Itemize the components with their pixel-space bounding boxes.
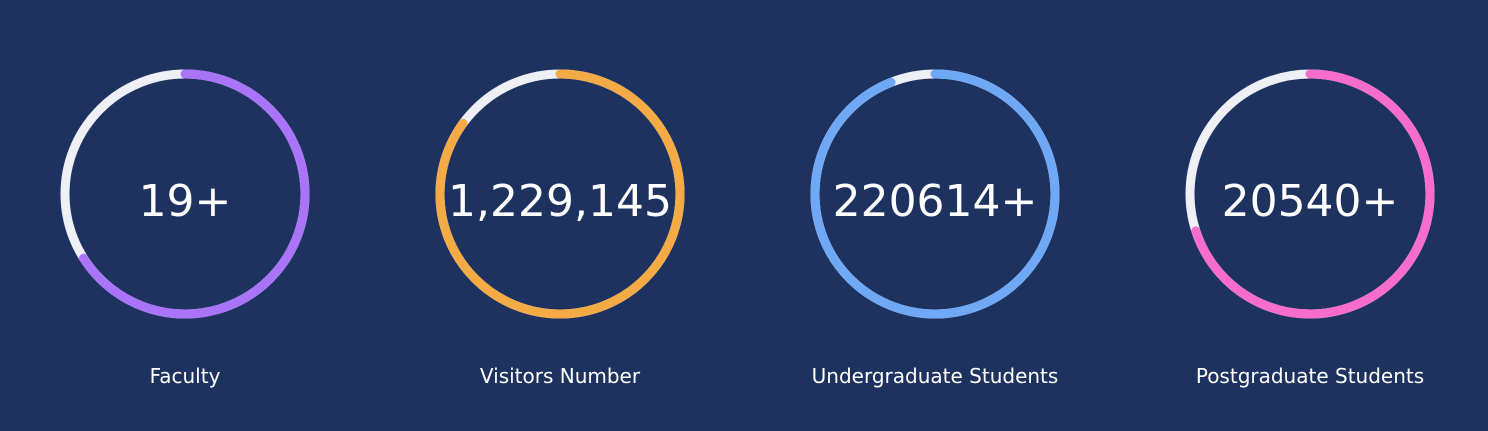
- stat-visitors-number: 1,229,145 Visitors Number: [390, 0, 730, 431]
- progress-ring-graphic: [435, 69, 685, 319]
- progress-ring: [810, 69, 1060, 319]
- stat-value: 20540+: [1221, 176, 1399, 227]
- progress-ring-graphic: [810, 69, 1060, 319]
- progress-ring: [60, 69, 310, 319]
- progress-ring-graphic: [60, 69, 310, 319]
- stat-undergraduate-students: 220614+ Undergraduate Students: [765, 0, 1105, 431]
- stat-label: Postgraduate Students: [1195, 364, 1425, 388]
- progress-ring-arc: [435, 69, 685, 319]
- stat-label: Faculty: [149, 364, 221, 388]
- progress-ring: [1185, 69, 1435, 319]
- progress-ring-arc: [1185, 69, 1435, 319]
- stat-value: 1,229,145: [448, 176, 672, 227]
- stat-postgraduate-students: 20540+ Postgraduate Students: [1140, 0, 1480, 431]
- stat-label: Visitors Number: [479, 364, 641, 388]
- progress-ring: [435, 69, 685, 319]
- stat-label: Undergraduate Students: [811, 364, 1059, 388]
- progress-ring-arc: [810, 69, 1060, 319]
- stat-faculty: 19+ Faculty: [15, 0, 355, 431]
- progress-ring-arc: [60, 69, 310, 319]
- stat-value: 220614+: [832, 176, 1038, 227]
- progress-ring-graphic: [1185, 69, 1435, 319]
- stat-value: 19+: [138, 176, 232, 227]
